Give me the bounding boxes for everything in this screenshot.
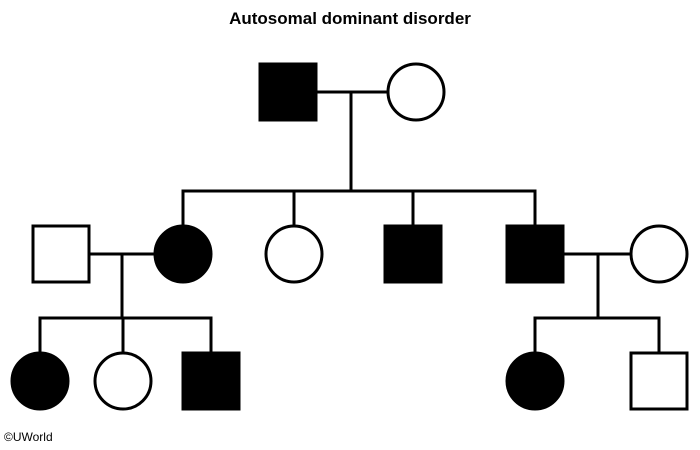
affected-female-iii-4	[505, 351, 565, 411]
unaffected-male-ii-1	[31, 224, 91, 284]
unaffected-female-i-2	[386, 62, 446, 122]
pedigree-symbols	[10, 62, 689, 411]
unaffected-male-iii-5	[629, 351, 689, 411]
affected-male-iii-3	[181, 351, 241, 411]
affected-female-iii-1	[10, 351, 70, 411]
unaffected-female-ii-3	[264, 224, 324, 284]
diagram-title: Autosomal dominant disorder	[229, 9, 471, 28]
affected-male-i-1	[258, 62, 318, 122]
affected-male-ii-4	[383, 224, 443, 284]
unaffected-female-ii-6	[629, 224, 689, 284]
copyright-notice: ©UWorld	[4, 430, 53, 444]
affected-female-ii-2	[153, 224, 213, 284]
pedigree-lines	[38, 90, 661, 355]
unaffected-female-iii-2	[93, 351, 153, 411]
affected-male-ii-5	[505, 224, 565, 284]
